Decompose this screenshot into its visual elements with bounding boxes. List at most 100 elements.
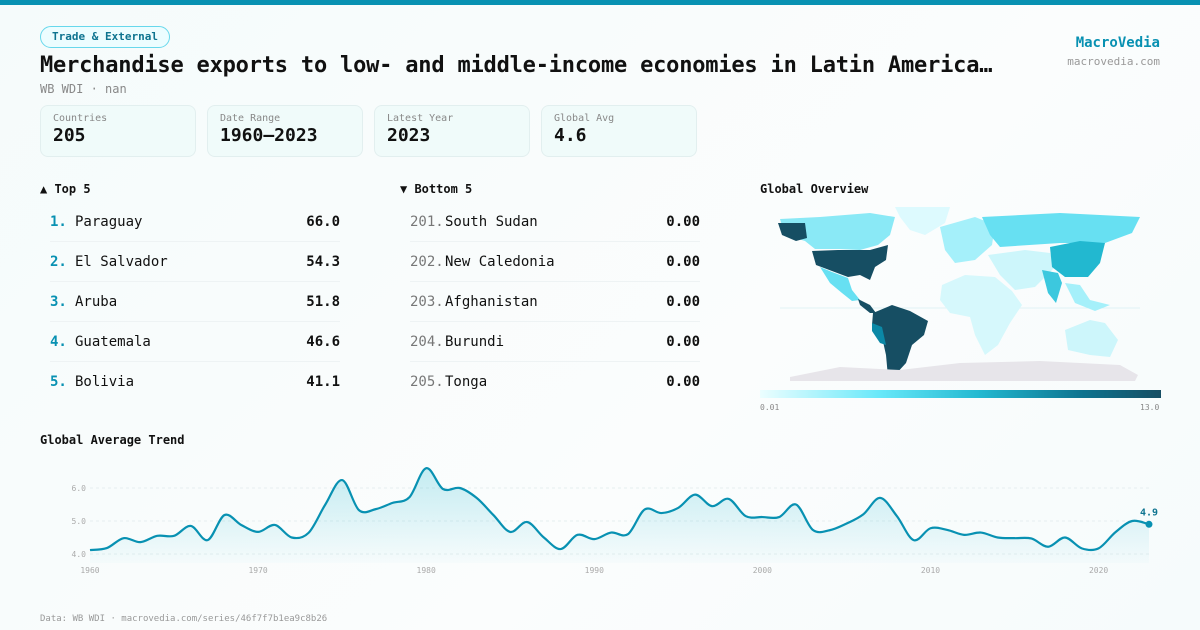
brand-url[interactable]: macrovedia.com bbox=[1067, 55, 1160, 68]
country-value: 51.8 bbox=[306, 293, 340, 310]
map-usa[interactable] bbox=[812, 245, 888, 280]
map-middle-east[interactable] bbox=[988, 250, 1055, 290]
rank-label: 203. bbox=[410, 293, 444, 310]
stat-value: 1960–2023 bbox=[220, 125, 318, 146]
list-item[interactable]: 201. South Sudan 0.00 bbox=[410, 202, 700, 242]
map-russia[interactable] bbox=[982, 213, 1140, 247]
map-canada[interactable] bbox=[780, 213, 895, 250]
country-value: 0.00 bbox=[666, 333, 700, 350]
country-name: Aruba bbox=[75, 293, 118, 310]
country-value: 41.1 bbox=[306, 374, 340, 390]
rank-label: 2. bbox=[50, 253, 67, 270]
list-item[interactable]: 203. Afghanistan 0.00 bbox=[410, 282, 700, 322]
category-badge: Trade & External bbox=[40, 26, 170, 48]
rank-label: 204. bbox=[410, 333, 444, 350]
map-color-scale bbox=[760, 390, 1161, 398]
list-item[interactable]: 204. Burundi 0.00 bbox=[410, 322, 700, 362]
page-subtitle: WB WDI · nan bbox=[40, 82, 127, 96]
page-title: Merchandise exports to low- and middle-i… bbox=[40, 53, 993, 78]
country-name: Tonga bbox=[445, 374, 488, 390]
x-tick-label: 1980 bbox=[417, 566, 436, 575]
country-name: South Sudan bbox=[445, 213, 538, 230]
stat-label: Date Range bbox=[220, 113, 281, 124]
x-tick-label: 1990 bbox=[585, 566, 604, 575]
trend-area bbox=[90, 468, 1149, 563]
x-tick-label: 2020 bbox=[1089, 566, 1108, 575]
stat-latest-year: Latest Year 2023 bbox=[374, 105, 530, 157]
stat-label: Global Avg bbox=[554, 113, 615, 124]
map-greenland[interactable] bbox=[895, 207, 950, 235]
brand-name: MacroVedia bbox=[1075, 35, 1160, 51]
rank-label: 205. bbox=[410, 374, 444, 390]
map-australia[interactable] bbox=[1065, 320, 1118, 357]
scale-max-label: 13.0 bbox=[1140, 403, 1160, 412]
map-mexico[interactable] bbox=[820, 267, 860, 301]
scale-min-label: 0.01 bbox=[760, 403, 780, 412]
list-item[interactable]: 1. Paraguay 66.0 bbox=[50, 202, 340, 242]
brand: MacroVedia macrovedia.com bbox=[1067, 35, 1160, 68]
country-value: 0.00 bbox=[666, 213, 700, 230]
country-name: El Salvador bbox=[75, 253, 168, 270]
list-item[interactable]: 3. Aruba 51.8 bbox=[50, 282, 340, 322]
map-heading: Global Overview bbox=[760, 182, 869, 196]
rank-label: 201. bbox=[410, 213, 444, 230]
stat-label: Latest Year bbox=[387, 113, 454, 124]
top-accent-bar bbox=[0, 0, 1200, 5]
list-item[interactable]: 205. Tonga 0.00 bbox=[410, 362, 700, 402]
stat-value: 4.6 bbox=[554, 125, 587, 146]
map-india[interactable] bbox=[1042, 270, 1062, 303]
country-value: 0.00 bbox=[666, 374, 700, 390]
data-point[interactable] bbox=[1145, 520, 1153, 528]
rank-label: 1. bbox=[50, 213, 67, 230]
footer-source: Data: WB WDI · macrovedia.com/series/46f… bbox=[40, 614, 328, 624]
list-item[interactable]: 202. New Caledonia 0.00 bbox=[410, 242, 700, 282]
map-se-asia[interactable] bbox=[1065, 283, 1110, 311]
map-antarctica bbox=[790, 361, 1138, 381]
map-europe[interactable] bbox=[940, 217, 995, 263]
map-south-america[interactable] bbox=[872, 305, 928, 377]
map-alaska[interactable] bbox=[778, 223, 807, 241]
x-tick-label: 1960 bbox=[80, 566, 99, 575]
map-china[interactable] bbox=[1050, 241, 1105, 277]
list-item[interactable]: 5. Bolivia 41.1 bbox=[50, 362, 340, 402]
rank-label: 5. bbox=[50, 374, 67, 390]
country-name: Afghanistan bbox=[445, 293, 538, 310]
list-item[interactable]: 4. Guatemala 46.6 bbox=[50, 322, 340, 362]
bottom5-heading: ▼ Bottom 5 bbox=[400, 182, 473, 196]
x-tick-label: 1970 bbox=[248, 566, 267, 575]
map-central-america[interactable] bbox=[858, 299, 876, 313]
world-map bbox=[778, 207, 1140, 381]
top5-heading: ▲ Top 5 bbox=[40, 182, 91, 196]
country-value: 66.0 bbox=[306, 213, 340, 230]
top5-list: 1. Paraguay 66.0 2. El Salvador 54.3 3. Aruba 51… bbox=[50, 202, 340, 402]
country-name: Guatemala bbox=[75, 333, 151, 350]
country-value: 0.00 bbox=[666, 293, 700, 310]
country-name: Bolivia bbox=[75, 374, 135, 390]
country-name: Burundi bbox=[445, 333, 505, 350]
x-tick-label: 2010 bbox=[921, 566, 940, 575]
rank-label: 4. bbox=[50, 333, 67, 350]
country-value: 54.3 bbox=[306, 253, 340, 270]
stat-date-range: Date Range 1960–2023 bbox=[207, 105, 363, 157]
stat-value: 205 bbox=[53, 125, 86, 146]
bottom5-list: 201. South Sudan 0.00 202. New Caledonia 0.00… bbox=[410, 202, 700, 402]
country-name: Paraguay bbox=[75, 213, 143, 230]
map-africa[interactable] bbox=[940, 275, 1022, 355]
x-tick-label: 2000 bbox=[753, 566, 772, 575]
trend-line bbox=[89, 467, 1150, 552]
y-tick-label: 6.0 bbox=[72, 484, 87, 493]
trend-heading: Global Average Trend bbox=[40, 433, 185, 447]
country-name: New Caledonia bbox=[445, 253, 555, 270]
last-value-label: 4.9 bbox=[1140, 507, 1158, 518]
list-item[interactable]: 2. El Salvador 54.3 bbox=[50, 242, 340, 282]
trend-chart: 4.0 5.0 6.0 1960 1970 1980 1990 2000 2010 2020 4.9 bbox=[72, 467, 1158, 575]
country-value: 46.6 bbox=[306, 333, 340, 350]
rank-label: 3. bbox=[50, 293, 67, 310]
y-tick-label: 4.0 bbox=[72, 550, 87, 559]
rank-label: 202. bbox=[410, 253, 444, 270]
stat-label: Countries bbox=[53, 113, 108, 124]
stat-global-avg: Global Avg 4.6 bbox=[541, 105, 697, 157]
map-peru[interactable] bbox=[872, 323, 886, 345]
stat-value: 2023 bbox=[387, 125, 431, 146]
stat-countries: Countries 205 bbox=[40, 105, 196, 157]
